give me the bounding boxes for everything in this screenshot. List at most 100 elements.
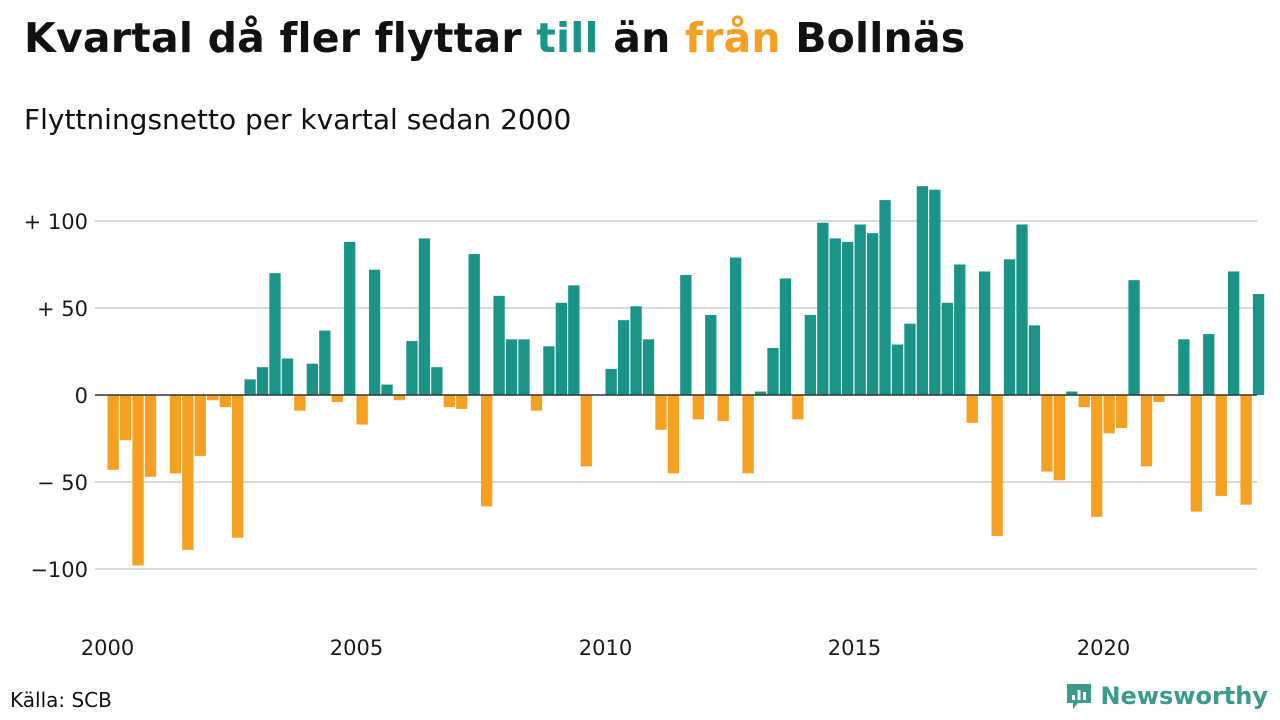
bar: 2019 K3: -7 [1078,395,1090,408]
bar: 2000 K1: -43 [107,395,119,470]
bar: 2014 K2: 99 [817,222,829,395]
bar: 2003 K2: 70 [269,273,281,395]
bar: 2010 K2: 43 [617,320,630,395]
bar: 2000 K3: -98 [132,395,144,566]
bar: 2010 K1: 15 [605,368,617,395]
y-axis-labels: + 100 + 50 0 − 50 −100 [24,210,88,582]
bar: 2003 K4: -9 [294,395,306,411]
bar: 2019 K2: 2 [1066,391,1078,395]
bar: 2022 K2: -58 [1215,395,1227,496]
bar: 2014 K3: 90 [829,238,841,395]
bar: 2021 K3: 32 [1178,339,1190,395]
chart-subtitle: Flyttningsnetto per kvartal sedan 2000 [24,103,572,136]
bar: 2009 K2: 63 [568,285,580,395]
bar: 2019 K4: -70 [1091,395,1103,517]
y-tick-label: −100 [30,558,88,582]
bar: 2007 K2: 81 [468,254,480,395]
x-tick-label: 2005 [330,636,383,660]
bar: 2022 K1: 35 [1203,334,1215,395]
bar: 2013 K4: -14 [792,395,804,420]
bar: 2008 K1: 32 [505,339,518,395]
bar: 2012 K2: -15 [717,395,729,422]
bar: 2006 K2: 90 [418,238,431,395]
bar: 2013 K3: 67 [779,278,792,395]
bar: 2002 K2: -7 [219,395,231,408]
bar: 2016 K4: 53 [941,302,953,395]
bar: 2007 K1: -8 [456,395,468,409]
bar: 2000 K2: -26 [119,395,132,441]
bar: 2012 K3: 79 [730,257,742,395]
title-part-1: Kvartal då fler flyttar [24,14,537,62]
bar: 2005 K4: -3 [393,395,406,401]
y-tick-label: − 50 [37,471,88,495]
bar: 2016 K3: 118 [929,189,941,395]
bar: 2021 K4: -67 [1190,395,1202,512]
x-tick-label: 2015 [828,636,881,660]
title-highlight-fran: från [685,14,781,62]
bar: 2016 K2: 120 [916,186,929,395]
bar: 2007 K4: 57 [493,295,505,395]
bar: 2001 K2: -45 [169,395,182,474]
brand-name: Newsworthy [1100,682,1268,710]
bar: 2022 K4: -63 [1240,395,1252,505]
bar: 2012 K4: -45 [742,395,754,474]
bar: 2006 K1: 31 [406,341,418,395]
bar: 2003 K1: 16 [256,367,269,395]
bar: 2004 K2: 37 [319,330,331,395]
bar: 2010 K4: 32 [642,339,655,395]
y-tick-label: 0 [75,384,88,408]
bar: 2002 K1: -3 [207,395,219,401]
bar: 2008 K2: 32 [518,339,530,395]
bar: 2018 K2: 98 [1016,224,1028,395]
bar: 2020 K2: -19 [1115,395,1128,429]
bar-series: 2000 K1: -432000 K2: -262000 K3: -982000… [107,186,1265,566]
bar: 2000 K4: -47 [144,395,157,477]
bar: 2004 K4: 88 [344,241,356,395]
bar: 2017 K3: 71 [979,271,991,395]
bar: 2006 K4: -7 [443,395,455,408]
grid-lines [95,220,1257,570]
bar-chart-icon [1067,684,1092,709]
bar: 2011 K4: -14 [692,395,704,420]
bar: 2010 K3: 51 [630,306,642,395]
bar: 2013 K2: 27 [767,348,779,395]
bar: 2011 K1: -20 [655,395,667,430]
title-part-3: än [598,14,686,62]
bar: 2017 K4: -81 [991,395,1003,536]
y-tick-label: + 100 [24,210,88,234]
x-axis-labels: 2000 2005 2010 2015 2020 [81,636,1130,660]
bar: 2002 K4: 9 [244,379,256,395]
bar: 2012 K1: 46 [705,314,717,395]
title-part-5: Bollnäs [780,14,966,62]
bar: 2004 K1: 18 [306,363,318,395]
bar: 2018 K3: 40 [1028,325,1041,395]
bar: 2016 K1: 41 [904,323,916,395]
bar: 2009 K1: 53 [555,302,567,395]
bar: 2005 K1: -17 [356,395,368,425]
bar: 2001 K4: -35 [194,395,206,456]
bar: 2019 K1: -49 [1053,395,1065,481]
bar: 2023 K1: 58 [1252,294,1265,395]
bar: 2008 K4: 28 [543,346,555,395]
x-tick-label: 2000 [81,636,134,660]
bar: 2003 K3: 21 [281,358,294,395]
bar: 2011 K3: 69 [680,274,692,395]
bar: 2017 K1: 75 [954,264,966,395]
bar: 2020 K1: -22 [1103,395,1115,434]
bar: 2015 K3: 112 [879,200,891,395]
bar: 2008 K3: -9 [530,395,543,411]
bar: 2022 K3: 71 [1228,271,1240,395]
bar: 2021 K1: -4 [1153,395,1165,402]
bar: 2004 K3: -4 [331,395,343,402]
bar: 2001 K3: -89 [182,395,194,550]
bar: 2015 K4: 29 [891,344,904,395]
brand-logo: Newsworthy [1064,681,1268,711]
bar: 2018 K4: -44 [1041,395,1053,472]
bar: 2007 K3: -64 [481,395,493,507]
bar: 2020 K3: 66 [1128,280,1140,395]
x-tick-label: 2010 [579,636,632,660]
bar: 2014 K4: 88 [842,241,854,395]
bar: 2015 K2: 93 [866,233,879,395]
chart-title: Kvartal då fler flyttar till än från Bol… [24,14,965,62]
bar: 2013 K1: 2 [754,391,767,395]
